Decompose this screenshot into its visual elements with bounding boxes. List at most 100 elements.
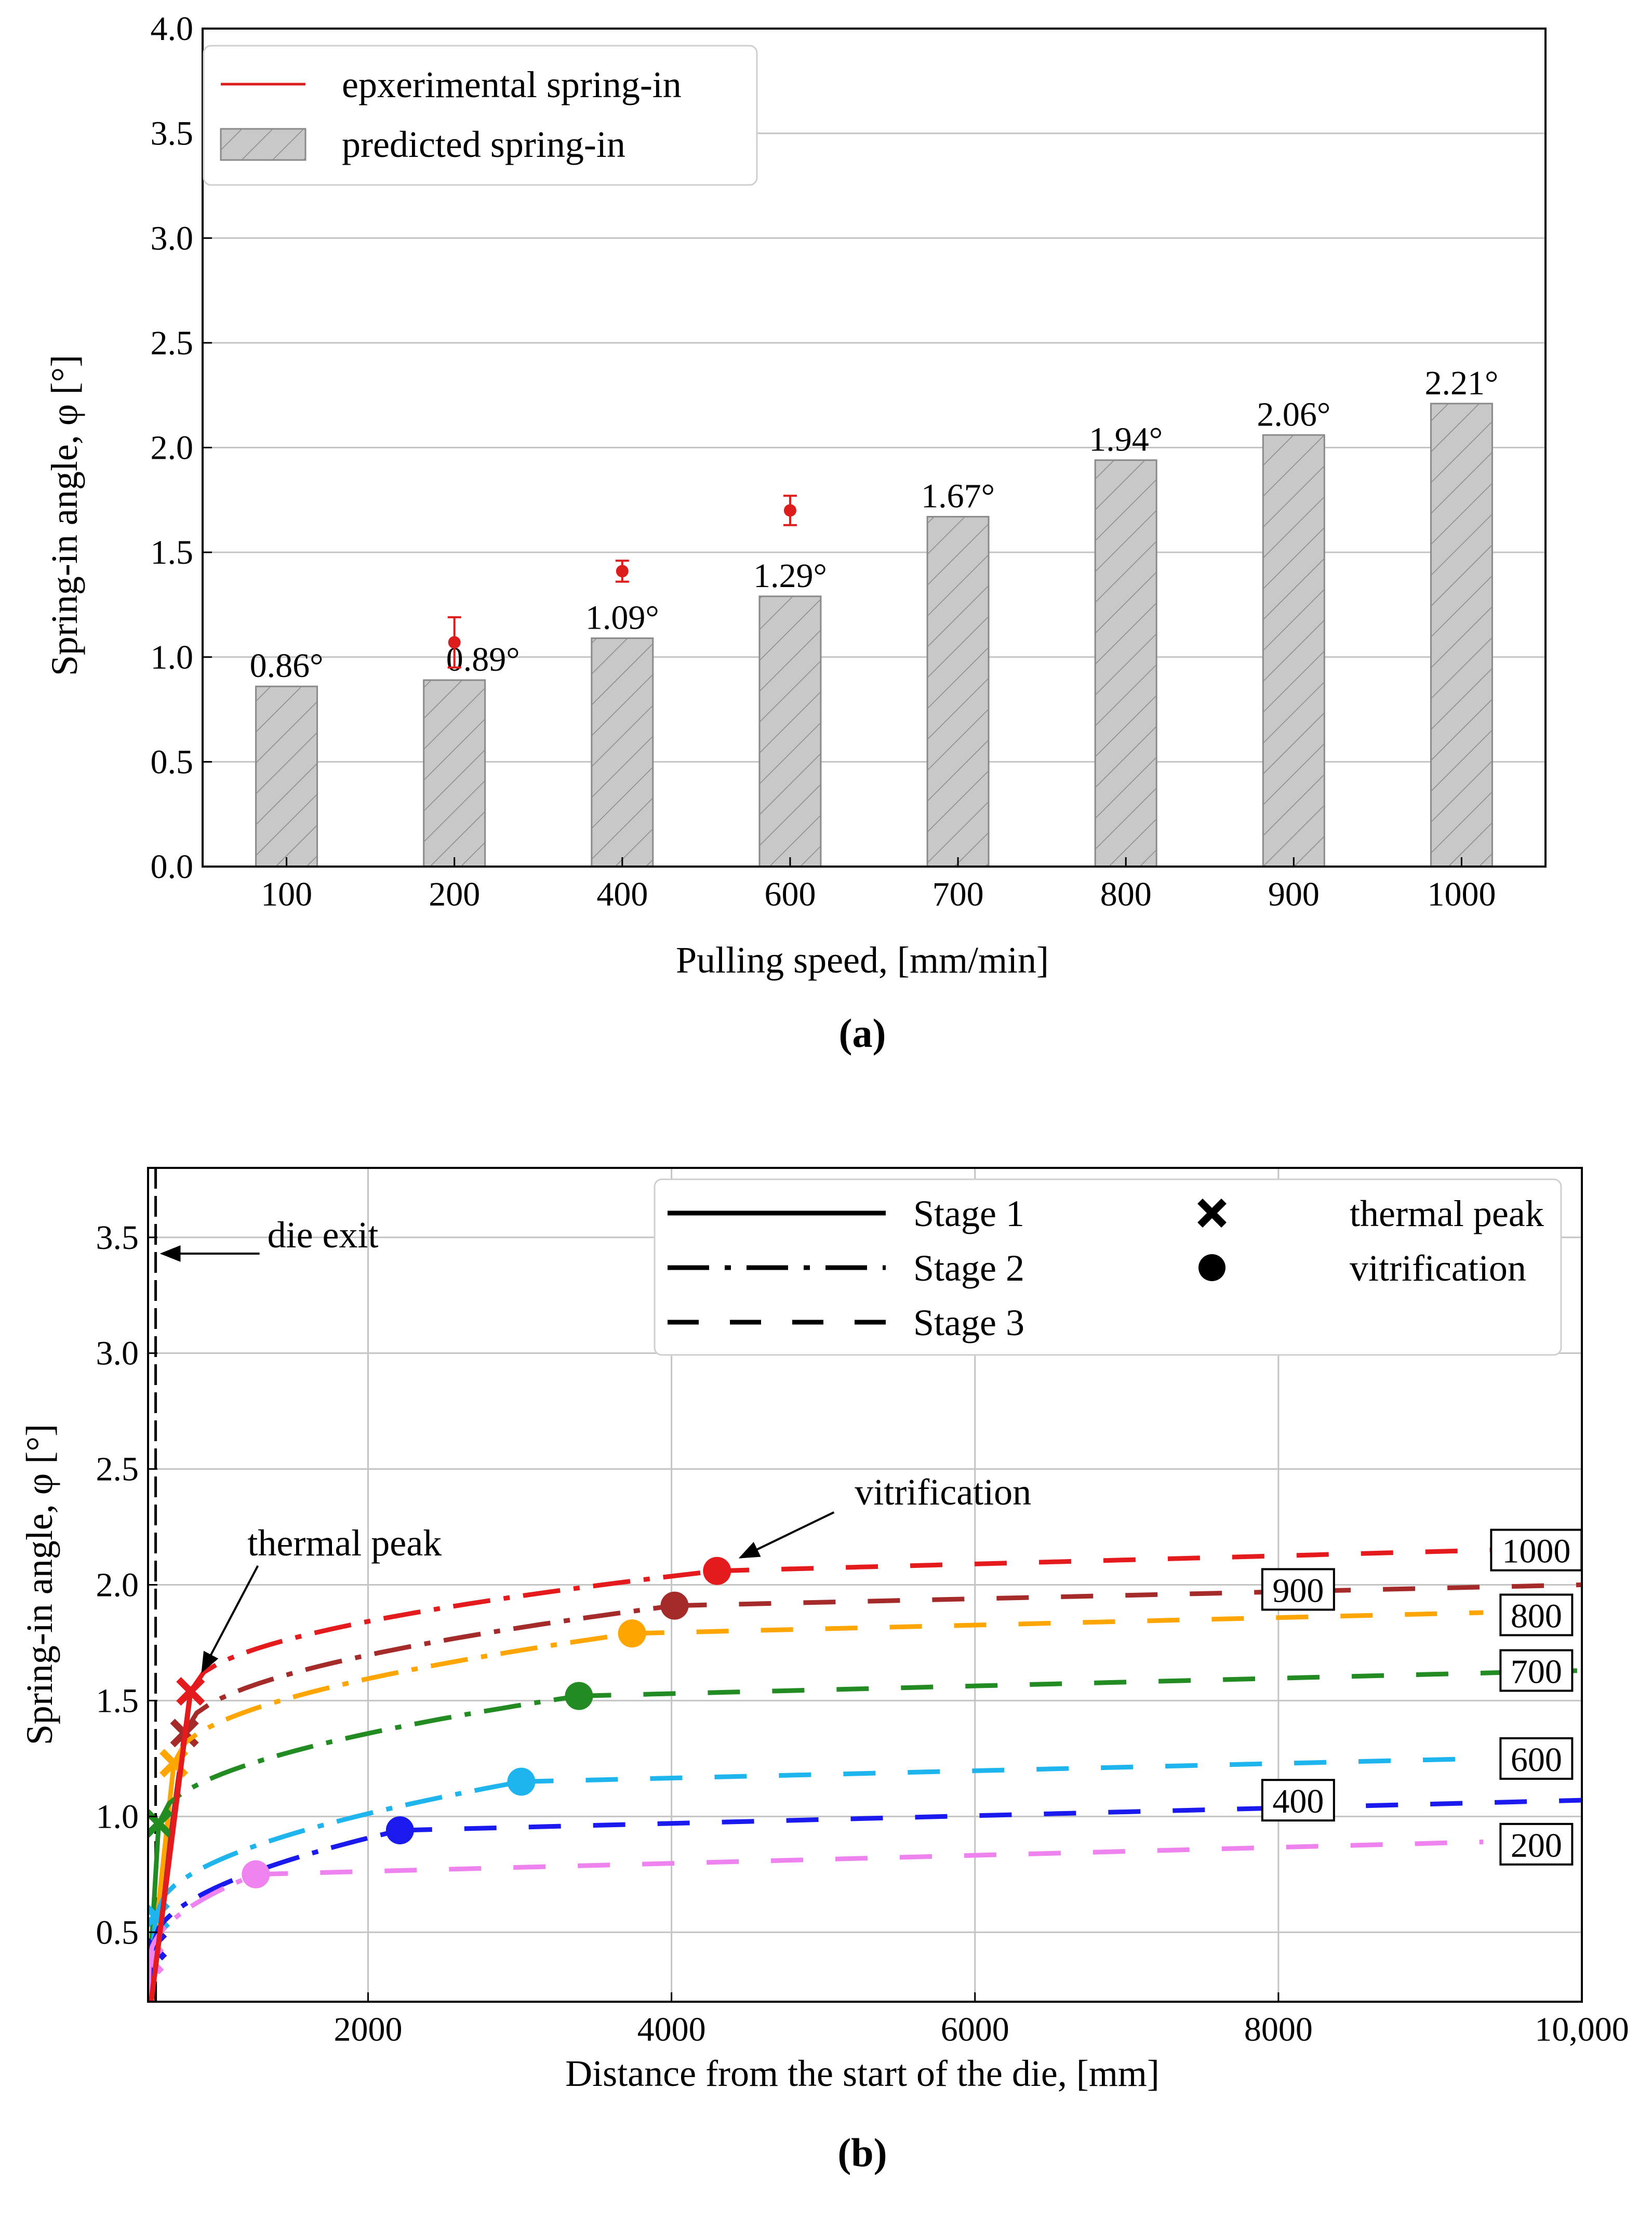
stage2-line-200 xyxy=(148,1872,257,1961)
y-tick-label-a-2-0: 2.0 xyxy=(151,429,194,467)
bar-100 xyxy=(255,685,318,868)
series-700 xyxy=(148,1668,1582,2002)
legend-label-predicted: predicted spring-in xyxy=(342,124,625,165)
series-200 xyxy=(148,1839,1484,2002)
bar-900 xyxy=(1262,434,1325,868)
thermal-peak-marker-700 xyxy=(148,1809,174,1838)
x-tick-label-a-100: 100 xyxy=(261,875,312,913)
series-label-box-600 xyxy=(1499,1737,1574,1780)
plot-frame-b xyxy=(147,1167,1583,2003)
series-label-800: 800 xyxy=(1499,1593,1574,1636)
series-label-text-200: 200 xyxy=(1511,1827,1562,1865)
series-label-text-800: 800 xyxy=(1511,1597,1562,1635)
series-labels-b: 1000 900 800 700 600 400 200 xyxy=(1261,1528,1583,1866)
y-tick-label-b-2-5: 2.5 xyxy=(96,1451,139,1488)
series-label-900: 900 xyxy=(1261,1568,1335,1611)
vitrification-annotation: vitrification xyxy=(855,1471,1031,1513)
x-tick-label-a-1000: 1000 xyxy=(1427,875,1496,913)
series-900 xyxy=(148,1582,1582,2002)
series-label-400: 400 xyxy=(1261,1779,1335,1822)
die-exit-annotation: die exit xyxy=(268,1214,379,1256)
vitrification-arrow xyxy=(738,1511,835,1559)
thermal-peak-annotation: thermal peak xyxy=(247,1522,442,1564)
series-label-box-800 xyxy=(1499,1593,1574,1636)
x-tick-label-a-900: 900 xyxy=(1268,875,1320,913)
y-tick-label-a-1-5: 1.5 xyxy=(151,534,194,571)
legend-label-stage1: Stage 1 xyxy=(913,1193,1024,1234)
series-label-text-1000: 1000 xyxy=(1502,1533,1570,1571)
series-label-text-700: 700 xyxy=(1511,1653,1562,1691)
stage2-line-600 xyxy=(153,1779,522,1917)
stage3-line-900 xyxy=(674,1582,1582,1608)
vitrification-marker-600 xyxy=(507,1767,536,1796)
x-tick-label-a-200: 200 xyxy=(429,875,480,913)
panel-a-chart: 0.86° 0.89°1.09°1.29°1.67°1.94°2.06°2.21°… xyxy=(44,10,1547,1056)
stage3-line-200 xyxy=(256,1839,1484,1877)
x-tick-label-a-800: 800 xyxy=(1100,875,1152,913)
legend-a: epxerimental spring-in predicted spring-… xyxy=(203,45,758,186)
panel-b-chart: 1000 900 800 700 600 400 200 0.5 1.0 1.5 2.0 2.5 3.… xyxy=(19,1167,1629,2175)
y-axis-label-a: Spring-in angle, φ [°] xyxy=(44,355,85,676)
vitrification-marker-800 xyxy=(618,1619,646,1648)
bar-label-900: 2.06° xyxy=(1257,395,1330,433)
series-400 xyxy=(148,1798,1582,2002)
thermal-peak-arrow xyxy=(201,1565,259,1673)
stage2-line-1000 xyxy=(189,1568,717,1693)
bar-800 xyxy=(1094,459,1157,868)
legend-swatch-predicted xyxy=(220,128,307,161)
y-tick-label-b-1-5: 1.5 xyxy=(96,1682,139,1720)
x-tick-label-b-10-000: 10,000 xyxy=(1535,2011,1629,2048)
x-axis-label-b: Distance from the start of the die, [mm] xyxy=(565,2053,1160,2094)
legend-label-thermal-peak: thermal peak xyxy=(1350,1193,1544,1234)
errorbar-200 xyxy=(447,616,461,669)
stage3-line-400 xyxy=(399,1798,1582,1833)
legend-label-stage2: Stage 2 xyxy=(913,1247,1024,1289)
bars-a: 0.86° 0.89°1.09°1.29°1.67°1.94°2.06°2.21° xyxy=(250,364,1498,868)
series-b xyxy=(148,1168,1582,2002)
x-tick-label-b-4000: 4000 xyxy=(637,2011,706,2048)
panel-b-caption: (b) xyxy=(837,2130,887,2175)
series-label-1000: 1000 xyxy=(1490,1528,1583,1572)
series-label-box-700 xyxy=(1499,1649,1574,1692)
errorbar-600 xyxy=(783,495,797,526)
y-tick-label-b-3-5: 3.5 xyxy=(96,1219,139,1257)
vitrification-marker-1000 xyxy=(703,1556,731,1585)
series-label-text-900: 900 xyxy=(1272,1572,1324,1609)
series-label-box-400 xyxy=(1261,1779,1335,1822)
stage3-line-600 xyxy=(521,1756,1484,1784)
y-tick-label-b-3-0: 3.0 xyxy=(96,1335,139,1373)
errorbar-400 xyxy=(615,560,629,583)
experimental-point-200 xyxy=(448,636,461,649)
panel-a-caption: (a) xyxy=(839,1010,886,1056)
y-axis-label-b: Spring-in angle, φ [°] xyxy=(19,1424,60,1745)
stage2-line-700 xyxy=(156,1694,580,1825)
y-tick-label-a-0-0: 0.0 xyxy=(151,848,194,886)
y-tick-label-a-4-0: 4.0 xyxy=(151,10,194,48)
bar-1000 xyxy=(1430,403,1493,868)
bar-200 xyxy=(423,679,486,868)
stage2-line-800 xyxy=(171,1631,633,1764)
bar-label-600: 1.29° xyxy=(753,557,827,595)
plot-frame-a xyxy=(202,28,1547,868)
axes-b: 0.5 1.0 1.5 2.0 2.5 3.0 3.5 2000 4000 6000 8000 10,… xyxy=(96,1167,1629,2048)
stage3-line-700 xyxy=(579,1668,1582,1698)
legend-label-experimental: epxerimental spring-in xyxy=(342,64,682,105)
axes-a: 0.0 0.5 1.0 1.5 2.0 2.5 3.0 3.5 4.0 100 200 400 600 7… xyxy=(151,10,1547,913)
experimental-point-400 xyxy=(616,565,629,578)
legend-box-a xyxy=(203,45,758,186)
series-label-box-900 xyxy=(1261,1568,1335,1611)
bar-600 xyxy=(758,595,822,868)
y-tick-label-b-0-5: 0.5 xyxy=(96,1913,139,1951)
legend-label-vitrification: vitrification xyxy=(1350,1247,1526,1289)
x-tick-label-b-2000: 2000 xyxy=(334,2011,402,2048)
legend-b: Stage 1 Stage 2 Stage 3 thermal peak vit… xyxy=(654,1178,1562,1356)
stage2-line-900 xyxy=(182,1603,675,1735)
series-label-box-1000 xyxy=(1490,1528,1583,1572)
bar-label-400: 1.09° xyxy=(585,598,659,636)
bar-label-100: 0.86° xyxy=(250,647,324,685)
y-tick-label-b-2-0: 2.0 xyxy=(96,1566,139,1604)
series-label-600: 600 xyxy=(1499,1737,1574,1780)
experimental-point-600 xyxy=(783,504,796,517)
y-tick-label-a-1-0: 1.0 xyxy=(151,638,194,676)
bar-400 xyxy=(591,637,654,868)
